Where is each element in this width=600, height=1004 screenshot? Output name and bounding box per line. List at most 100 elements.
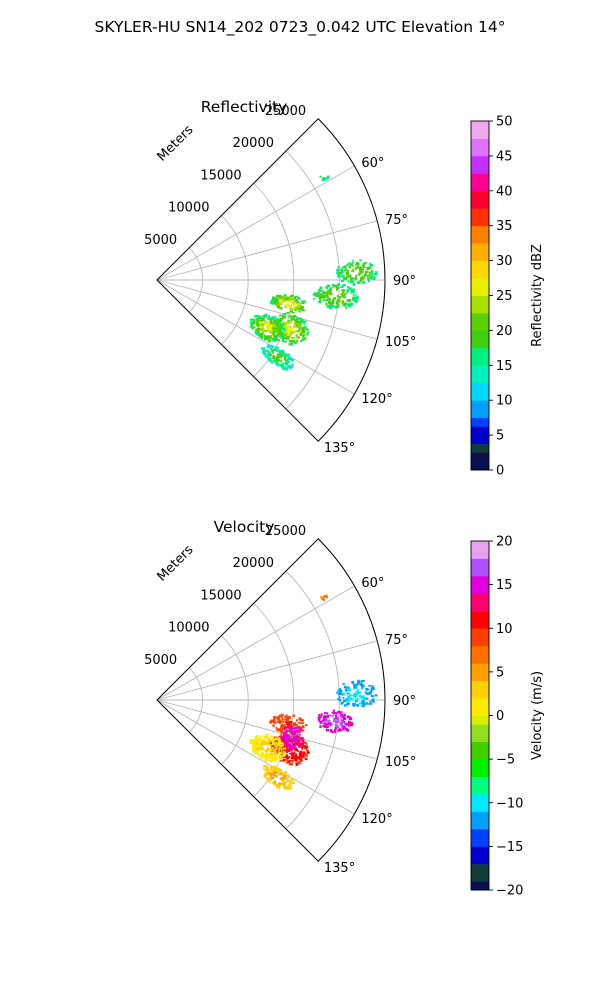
echo-gate [369, 690, 373, 693]
echo-gate [326, 304, 329, 308]
echo-gate [281, 335, 285, 339]
echo-gate [260, 317, 264, 320]
echo-gate [289, 307, 292, 310]
echo-gate [288, 760, 290, 763]
echo-gate [273, 752, 275, 755]
echo-gate [354, 300, 358, 303]
echo-gate [362, 680, 365, 682]
colorbar-segment [471, 715, 489, 725]
echo-gate [304, 327, 307, 330]
colorbar-tick-label: 15 [496, 578, 513, 593]
echo-gate [301, 729, 305, 732]
echo-gate [281, 327, 285, 329]
echo-gate [368, 692, 372, 695]
echo-gate [286, 329, 290, 332]
colorbar-segment [471, 689, 489, 699]
echo-gate [338, 296, 342, 299]
azimuth-tick-label: 105° [385, 755, 416, 770]
echo-gate [337, 283, 341, 286]
echo-gate [284, 293, 287, 297]
echo-gate [334, 714, 338, 717]
colorbar-segment [471, 549, 489, 559]
echo-gate [279, 759, 284, 762]
echo-gate [264, 773, 267, 776]
echo-gate [279, 318, 283, 321]
echo-gate [260, 747, 263, 750]
echo-gate [267, 353, 270, 357]
echo-gate [300, 742, 304, 746]
echo-gate [350, 722, 353, 725]
echo-gate [281, 754, 285, 757]
echo-gate [282, 724, 286, 727]
echo-gate [314, 293, 318, 296]
echo-gate [266, 327, 270, 330]
echo-gate [293, 745, 296, 748]
colorbar-segment [471, 365, 489, 375]
echo-gate [296, 303, 300, 306]
echo-gate [361, 701, 365, 704]
echo-gate [357, 281, 361, 285]
echo-gate [282, 775, 285, 778]
echo-gate [300, 757, 303, 761]
echo-gate [355, 704, 359, 707]
echo-gate [275, 321, 278, 324]
echo-gate [295, 330, 299, 333]
echo-gate [263, 334, 266, 338]
echo-gate [354, 687, 357, 690]
echo-gate [267, 354, 271, 357]
echo-gate [291, 337, 295, 339]
echo-gate [348, 722, 351, 726]
echo-gate [349, 302, 352, 306]
echo-gate [291, 742, 294, 746]
echo-gate [338, 699, 342, 702]
echo-gate [256, 737, 259, 741]
range-tick-label: 20000 [233, 136, 274, 151]
echo-gate [264, 320, 267, 323]
colorbar-segment [471, 391, 489, 401]
echo-gate [340, 293, 343, 295]
echo-gate [282, 362, 285, 365]
echo-gate [339, 722, 343, 726]
echo-gate [303, 337, 307, 340]
echo-gate [288, 359, 291, 361]
echo-gate [278, 350, 281, 352]
echo-gate [320, 294, 323, 298]
echo-gate [256, 747, 259, 750]
echo-gate [350, 289, 353, 292]
echo-gate [276, 364, 280, 367]
colorbar-segment [471, 610, 489, 620]
echo-gate [279, 350, 283, 353]
colorbar-segment [471, 374, 489, 384]
echo-gate [329, 289, 332, 292]
echo-gate [356, 266, 360, 269]
echo-gate [324, 712, 327, 714]
echo-gate [269, 749, 272, 753]
echo-gate [274, 744, 277, 747]
echo-gate [261, 336, 264, 340]
echo-gate [348, 266, 351, 269]
echo-gate [265, 773, 268, 777]
echo-gate [295, 762, 298, 764]
colorbar-segment [471, 837, 489, 847]
echo-gate [285, 761, 288, 764]
colorbar-segment [471, 330, 489, 340]
echo-gate [274, 774, 278, 778]
echo-gate [271, 297, 275, 301]
echo-gate [335, 285, 338, 288]
echo-gate [289, 728, 294, 731]
echo-gate [273, 299, 277, 302]
echo-gate [263, 753, 266, 757]
echo-gate [285, 754, 289, 757]
echo-gate [291, 751, 293, 754]
echo-gate [276, 330, 279, 333]
echo-gate [357, 680, 360, 684]
echo-gate [287, 324, 291, 328]
echo-gate [276, 728, 279, 732]
echo-gate [341, 291, 345, 293]
echo-gate [355, 264, 359, 266]
echo-gate [347, 303, 350, 306]
echo-gate [272, 316, 276, 319]
echo-gate [353, 685, 357, 688]
echo-gate [338, 696, 341, 699]
echo-gate [265, 322, 270, 326]
